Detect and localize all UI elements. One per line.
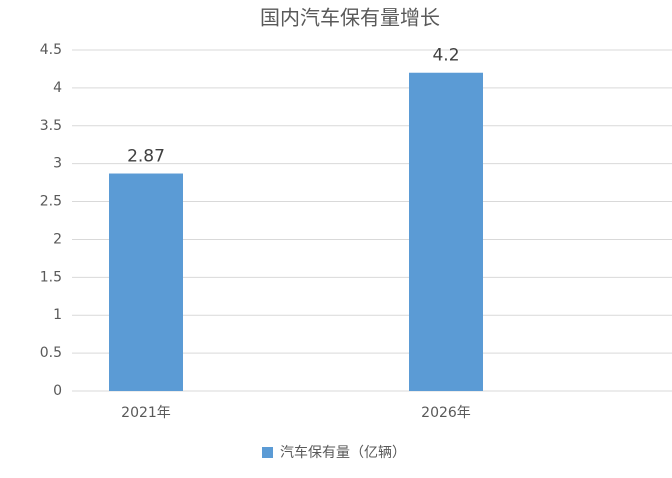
y-tick-label: 0.5 xyxy=(40,345,62,361)
y-tick-label: 2 xyxy=(53,231,62,247)
bar xyxy=(109,173,183,391)
legend-swatch xyxy=(262,447,273,458)
data-label: 2.87 xyxy=(127,147,165,167)
y-tick-label: 4 xyxy=(53,80,62,96)
bar xyxy=(409,72,483,391)
y-tick-label: 3 xyxy=(53,156,62,172)
y-tick-label: 2.5 xyxy=(40,194,62,210)
x-tick-label: 2021年 xyxy=(121,405,171,421)
legend-label: 汽车保有量（亿辆） xyxy=(280,444,406,461)
x-tick-label: 2026年 xyxy=(421,405,471,421)
y-tick-label: 0 xyxy=(53,383,62,399)
y-tick-label: 3.5 xyxy=(40,118,62,134)
chart-title: 国内汽车保有量增长 xyxy=(260,6,440,30)
y-tick-label: 1 xyxy=(53,307,62,323)
data-label: 4.2 xyxy=(432,46,459,66)
y-tick-label: 1.5 xyxy=(40,269,62,285)
y-tick-label: 4.5 xyxy=(40,42,62,58)
